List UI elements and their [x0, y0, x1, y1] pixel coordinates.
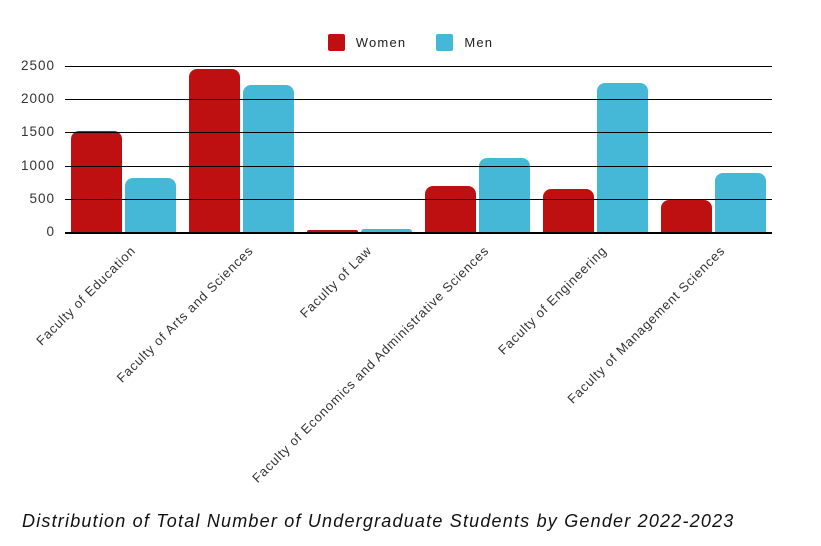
legend-item-men: Men — [436, 34, 493, 51]
y-tick-label-2000: 2000 — [20, 91, 55, 107]
bar-women-faculty-of-economics-and-administrative-sciences — [424, 186, 476, 232]
gridline-2000 — [65, 99, 772, 101]
y-tick-label-1000: 1000 — [20, 157, 55, 173]
gridline-1500 — [65, 132, 772, 134]
bar-women-faculty-of-management-sciences — [660, 200, 712, 232]
bar-men-faculty-of-education — [125, 178, 177, 232]
bar-men-faculty-of-arts-and-sciences — [243, 85, 295, 232]
plot-area — [65, 66, 772, 234]
bar-group-faculty-of-engineering — [536, 66, 654, 232]
x-tick-label-faculty-of-engineering: Faculty of Engineering — [495, 243, 610, 358]
bar-group-faculty-of-economics-and-administrative-sciences — [418, 66, 536, 232]
bar-group-faculty-of-arts-and-sciences — [183, 66, 301, 232]
bar-men-faculty-of-management-sciences — [714, 173, 766, 232]
x-tick-label-faculty-of-law: Faculty of Law — [296, 243, 375, 321]
bar-women-faculty-of-engineering — [542, 189, 594, 232]
y-tick-label-1500: 1500 — [20, 124, 55, 140]
legend: Women Men — [0, 34, 821, 51]
bar-group-faculty-of-education — [65, 66, 183, 232]
bar-women-faculty-of-arts-and-sciences — [189, 69, 241, 232]
y-tick-label-0: 0 — [46, 224, 55, 239]
bar-group-faculty-of-management-sciences — [654, 66, 772, 232]
legend-item-women: Women — [327, 34, 407, 51]
gridline-2500 — [65, 66, 772, 67]
x-tick-label-faculty-of-education: Faculty of Education — [33, 243, 139, 349]
women-color-swatch — [327, 34, 345, 51]
bar-men-faculty-of-law — [361, 229, 413, 232]
legend-label-women: Women — [355, 35, 407, 50]
bar-men-faculty-of-engineering — [596, 83, 648, 232]
bar-women-faculty-of-education — [71, 131, 123, 232]
bar-groups — [65, 66, 772, 232]
y-tick-label-500: 500 — [29, 190, 55, 206]
x-tick-label-faculty-of-economics-and-administrative-sciences: Faculty of Economics and Administrative … — [249, 243, 493, 486]
gridline-500 — [65, 198, 772, 200]
bar-group-faculty-of-law — [301, 66, 419, 232]
bar-men-faculty-of-economics-and-administrative-sciences — [478, 158, 530, 232]
legend-label-men: Men — [464, 35, 494, 50]
y-tick-label-2500: 2500 — [20, 58, 55, 73]
chart-title: Distribution of Total Number of Undergra… — [22, 511, 735, 531]
gridline-1000 — [65, 165, 772, 167]
x-tick-label-faculty-of-arts-and-sciences: Faculty of Arts and Sciences — [113, 243, 257, 386]
bar-women-faculty-of-law — [307, 230, 359, 232]
men-color-swatch — [436, 34, 454, 51]
